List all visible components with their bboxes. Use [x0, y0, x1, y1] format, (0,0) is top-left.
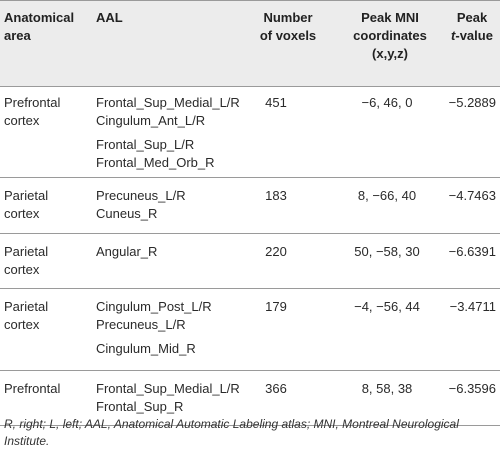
header-mni-line1: Peak MNI: [361, 10, 419, 25]
aal-cell: Frontal_Sup_Medial_L/R Cingulum_Ant_L/R …: [96, 94, 256, 172]
area-line: Parietal: [4, 188, 49, 203]
aal-region: Precuneus_L/R: [96, 188, 186, 203]
results-table: Anatomical area AAL Number of voxels Pea…: [0, 0, 500, 426]
peak-t-cell: −6.6391: [448, 244, 496, 259]
header-peak-line1: Peak: [456, 10, 488, 25]
header-mni-line2: coordinates: [353, 28, 427, 43]
table-row: Prefrontal Frontal_Sup_Medial_L/R Fronta…: [0, 371, 500, 426]
area-cell: Parietal cortex: [4, 243, 89, 279]
aal-cell: Angular_R: [96, 243, 256, 261]
aal-region: Cuneus_R: [96, 206, 158, 221]
aal-cell: Frontal_Sup_Medial_L/R Frontal_Sup_R: [96, 380, 256, 416]
aal-region: Cingulum_Ant_L/R: [96, 113, 206, 128]
header-anatomical-area: Anatomical area: [4, 9, 84, 45]
header-peak-line2: t-value: [444, 27, 500, 45]
header-area-line2: area: [4, 28, 31, 43]
header-mni-line3: (x,y,z): [372, 46, 408, 61]
table-row: Prefrontal cortex Frontal_Sup_Medial_L/R…: [0, 87, 500, 178]
area-line: Prefrontal: [4, 95, 61, 110]
area-line: Prefrontal: [4, 381, 61, 396]
table-header: Anatomical area AAL Number of voxels Pea…: [0, 0, 500, 87]
area-line: cortex: [4, 113, 40, 128]
area-line: cortex: [4, 262, 40, 277]
peak-t-cell: −6.3596: [448, 381, 496, 396]
table-row: Parietal cortex Angular_R 220 50, −58, 3…: [0, 234, 500, 289]
voxels-cell: 179: [265, 299, 287, 314]
voxels-cell: 451: [265, 95, 287, 110]
peak-t-cell: −5.2889: [448, 95, 496, 110]
voxels-cell: 220: [265, 244, 287, 259]
area-line: Parietal: [4, 244, 49, 259]
aal-region: Frontal_Med_Orb_R: [96, 155, 215, 170]
area-line: cortex: [4, 206, 40, 221]
header-area-line1: Anatomical: [4, 10, 75, 25]
area-line: cortex: [4, 317, 40, 332]
aal-region: Frontal_Sup_R: [96, 399, 184, 414]
header-peak-mni: Peak MNI coordinates (x,y,z): [340, 9, 440, 63]
table-row: Parietal cortex Cingulum_Post_L/R Precun…: [0, 289, 500, 371]
header-peak-t-value: Peak t-value: [444, 9, 500, 45]
area-cell: Parietal cortex: [4, 187, 89, 223]
voxels-cell: 366: [265, 381, 287, 396]
mni-cell: 8, −66, 40: [357, 188, 417, 203]
peak-t-cell: −4.7463: [448, 188, 496, 203]
area-line: Parietal: [4, 299, 49, 314]
header-voxels-line2: of voxels: [259, 28, 317, 43]
area-cell: Prefrontal cortex: [4, 94, 89, 130]
aal-cell: Precuneus_L/R Cuneus_R: [96, 187, 256, 223]
aal-region: Frontal_Sup_Medial_L/R: [96, 95, 240, 110]
header-voxels-line1: Number: [263, 10, 313, 25]
header-peak-value: -value: [455, 28, 493, 43]
header-peak-t: t: [451, 28, 456, 43]
aal-region: Cingulum_Mid_R: [96, 341, 196, 356]
aal-cell: Cingulum_Post_L/R Precuneus_L/R Cingulum…: [96, 298, 256, 358]
header-number-of-voxels: Number of voxels: [248, 9, 328, 45]
aal-region: Cingulum_Post_L/R: [96, 299, 212, 314]
aal-region: Precuneus_L/R: [96, 317, 186, 332]
area-cell: Parietal cortex: [4, 298, 89, 334]
aal-region: Frontal_Sup_Medial_L/R: [96, 381, 240, 396]
mni-cell: 8, 58, 38: [361, 381, 413, 396]
header-aal: AAL: [96, 10, 123, 25]
area-cell: Prefrontal: [4, 380, 89, 398]
aal-region: Angular_R: [96, 244, 158, 259]
table-row: Parietal cortex Precuneus_L/R Cuneus_R 1…: [0, 178, 500, 234]
mni-cell: −4, −56, 44: [354, 299, 420, 314]
table-footnote: R, right; L, left; AAL, Anatomical Autom…: [4, 417, 459, 448]
aal-region: Frontal_Sup_L/R: [96, 137, 195, 152]
peak-t-cell: −3.4711: [449, 299, 496, 314]
mni-cell: −6, 46, 0: [361, 95, 413, 110]
mni-cell: 50, −58, 30: [354, 244, 420, 259]
voxels-cell: 183: [265, 188, 287, 203]
